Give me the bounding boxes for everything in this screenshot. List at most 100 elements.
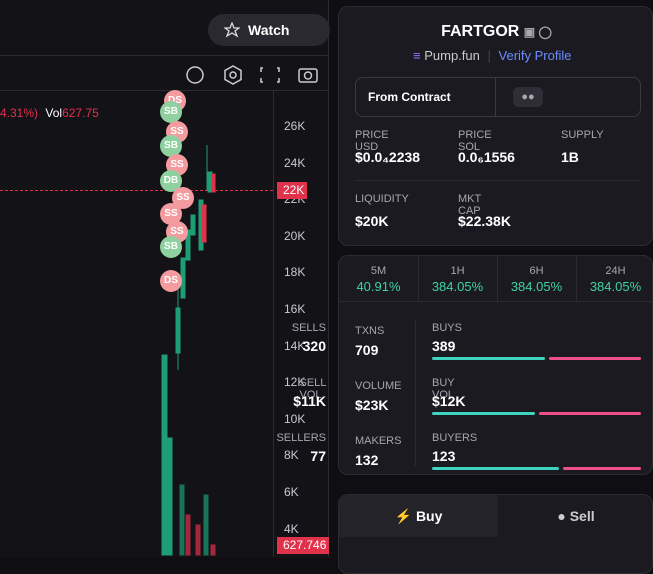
right-label: SELLS — [291, 322, 326, 334]
legend-change: 4.31%) — [0, 106, 39, 120]
token-panel: FARTGOR ▣ ◯ ≡ Pump.fun | Verify Profile … — [338, 6, 653, 246]
right-value: $11K — [293, 393, 326, 409]
trade-marker: DS — [160, 270, 182, 292]
tf-change[interactable]: 384.05% — [431, 279, 484, 294]
tf-change[interactable]: 384.05% — [510, 279, 563, 294]
left-bar — [432, 357, 545, 360]
stat-value: 1B — [561, 149, 579, 165]
box-divider — [495, 78, 496, 116]
tf-change[interactable]: 40.91% — [356, 279, 401, 294]
token-title-row: FARTGOR ▣ ◯ — [339, 23, 653, 41]
tf-label[interactable]: 5M — [370, 265, 387, 277]
activity-value: 132 — [355, 452, 379, 468]
price-tick-label: 8K — [284, 448, 299, 463]
community-icon: ●● — [513, 87, 543, 107]
stat-value: $0.0₄2238 — [355, 149, 421, 165]
current-price-line — [0, 190, 273, 191]
trade-marker: SB — [160, 101, 182, 123]
buy-tab[interactable]: ⚡ Buy — [339, 495, 498, 537]
activity-label: VOLUME — [355, 380, 402, 392]
tf-divider — [497, 256, 498, 302]
left-value: $12K — [432, 393, 466, 409]
left-bar — [432, 412, 535, 415]
buy-tab-label: Buy — [415, 508, 443, 524]
left-label: BUYS — [432, 322, 462, 334]
trade-marker: SB — [160, 236, 182, 258]
right-label: SELL VOL — [299, 377, 326, 401]
activity-panel: 5M 40.91% 1H 384.05% 6H 384.05% 24H 384.05% TXN… — [276, 255, 653, 475]
trade-marker: DB — [160, 170, 182, 192]
current-volume-tag: 627.746 — [277, 537, 329, 554]
price-tick-label: 20K — [284, 228, 306, 243]
right-value: 77 — [310, 448, 326, 464]
right-value: 320 — [302, 338, 326, 354]
trade-marker: SS — [172, 187, 194, 209]
right-label: SELLERS — [276, 432, 326, 444]
toolbar-border — [0, 90, 329, 91]
legend: 4.31%) Vol627.75 — [0, 106, 99, 120]
trade-marker: SB — [160, 135, 182, 157]
price-tick-label: 12K — [284, 375, 306, 390]
tf-divider — [418, 256, 419, 302]
right-bar — [548, 357, 641, 360]
tf-divider — [576, 256, 577, 302]
price-tick-label: 6K — [284, 485, 299, 499]
legend-vol-label: Vol — [45, 106, 63, 120]
current-price-tag: 22K — [277, 182, 307, 199]
stat-value: $22.38K — [458, 213, 511, 229]
price-tick-label: 16K — [284, 302, 306, 316]
stats-divider — [355, 180, 641, 181]
activity-value: 709 — [355, 342, 379, 358]
left-bar — [432, 467, 559, 470]
left-value: 389 — [432, 338, 456, 354]
watch-label: Watch — [248, 22, 290, 38]
sell-tab-label: Sell — [569, 508, 595, 524]
left-value: 123 — [432, 448, 456, 464]
timeframes: 5M 40.91% 1H 384.05% 6H 384.05% 24H 384.05% — [339, 256, 653, 302]
token-name: FARTGOR — [441, 23, 520, 40]
from-contract: From Contract — [368, 90, 451, 104]
toolbar-icons — [186, 65, 318, 85]
top-bar — [0, 0, 329, 56]
link-sep: | — [487, 48, 491, 63]
stat-value: $20K — [355, 213, 389, 229]
price-axis-divider — [273, 91, 274, 557]
pump-icon: ≡ — [413, 48, 421, 63]
left-label: BUY VOL — [432, 377, 455, 401]
tf-label[interactable]: 6H — [529, 265, 544, 277]
price-tick-label: 26K — [284, 119, 306, 133]
from-contract-box[interactable]: From Contract ●● — [355, 77, 641, 117]
platform[interactable]: Pump.fun — [424, 48, 480, 63]
chart-area: Watch 4.31%) Vol627.75 DS SB SS SB SS DB SS SS S… — [0, 0, 330, 557]
price-tick-label: 14K — [284, 338, 306, 353]
activity-divider — [415, 320, 416, 466]
stat-label: PRICE USD — [355, 129, 389, 153]
token-links: ≡ Pump.fun | Verify Profile — [413, 48, 572, 63]
stat-value: 0.0₆1556 — [458, 149, 515, 165]
token-icons: ▣ ◯ — [523, 25, 552, 39]
sell-tab[interactable]: ● Sell — [557, 508, 595, 524]
trade-marker: SS — [160, 203, 182, 225]
trade-panel: ⚡ Buy ● Sell — [338, 494, 653, 574]
price-tick-label: 18K — [284, 265, 306, 280]
price-tick-label: 24K — [284, 155, 306, 170]
watch-button[interactable]: Watch — [208, 14, 330, 46]
stat-label: LIQUIDITY — [355, 193, 409, 205]
legend-vol-value: 627.75 — [62, 106, 99, 120]
left-label: BUYERS — [432, 432, 478, 444]
stat-label: PRICE SOL — [458, 129, 492, 153]
price-tick-label: 4K — [284, 521, 299, 536]
star-icon — [224, 22, 240, 38]
verify-profile[interactable]: Verify Profile — [498, 48, 572, 63]
stat-label: SUPPLY — [561, 129, 604, 141]
activity-value: $23K — [355, 397, 389, 413]
tf-change[interactable]: 384.05% — [589, 279, 642, 294]
tf-label[interactable]: 24H — [605, 265, 626, 277]
candles — [161, 145, 216, 556]
tf-label[interactable]: 1H — [450, 265, 465, 277]
right-bar — [538, 412, 641, 415]
right-bar — [562, 467, 641, 470]
stat-label: MKT CAP — [458, 193, 482, 217]
activity-label: TXNS — [355, 325, 385, 337]
